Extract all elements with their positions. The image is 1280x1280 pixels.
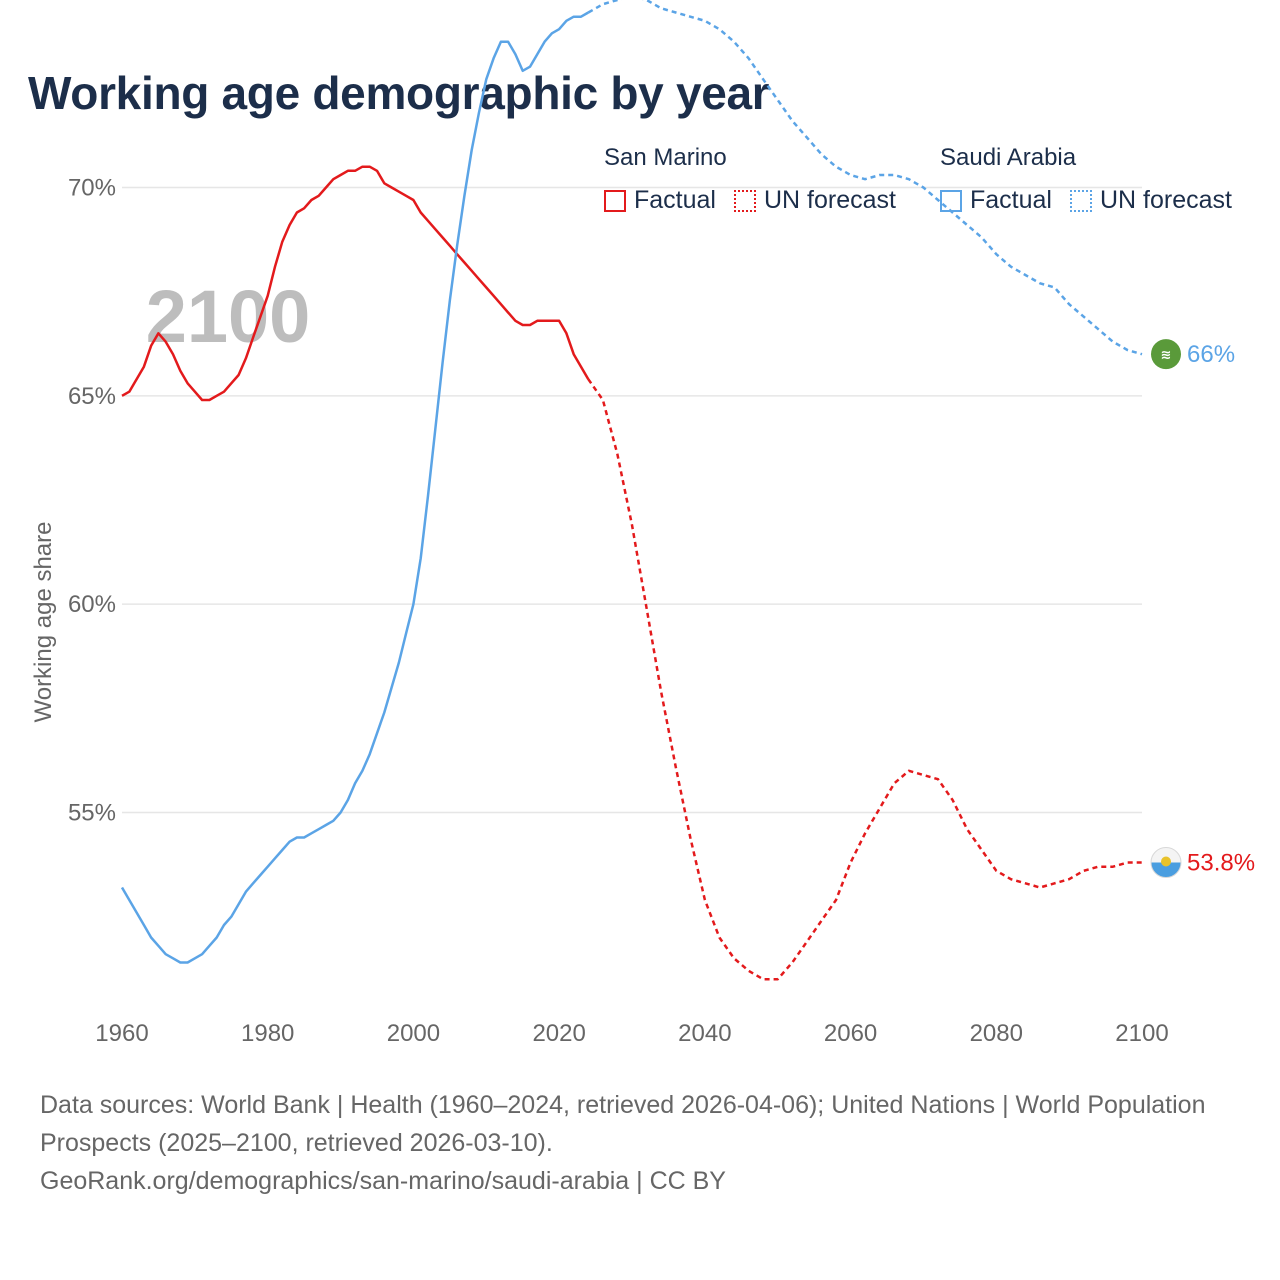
saudi-arabia-end-label: 66%: [1187, 341, 1235, 368]
legend-group-saudi-arabia: Saudi Arabia Factual UN forecast: [940, 144, 1250, 215]
legend-label: Factual: [970, 186, 1052, 214]
year-label: 2100: [146, 275, 311, 358]
y-axis-label: Working age share: [30, 522, 57, 723]
svg-text:≋: ≋: [1161, 348, 1172, 363]
credit-link[interactable]: GeoRank.org/demographics/san-marino/saud…: [40, 1167, 726, 1195]
x-tick-label: 1980: [241, 1020, 294, 1047]
legend-group-name: San Marino: [604, 144, 727, 171]
legend-swatch-solid: [604, 189, 626, 212]
series-lines: [120, 0, 1143, 981]
legend-swatch-dotted: [733, 189, 756, 212]
x-tick-label: 1960: [95, 1020, 148, 1047]
legend-item-saudi-arabia-factual[interactable]: Factual: [940, 186, 1052, 215]
x-tick-label: 2080: [970, 1020, 1023, 1047]
footer: Data sources: World Bank | Health (1960–…: [40, 1086, 1220, 1200]
y-tick-label: 65%: [68, 383, 116, 410]
y-axis-ticks: 55% 60% 65% 70%: [68, 175, 116, 827]
legend-group-name: Saudi Arabia: [940, 144, 1077, 171]
legend-group-san-marino: San Marino Factual UN forecast: [604, 144, 914, 215]
saudi-arabia-factual-line[interactable]: [120, 11, 589, 964]
y-tick-label: 60%: [68, 591, 116, 618]
saudi-arabia-flag-icon: ≋: [1151, 339, 1181, 370]
legend-label: UN forecast: [1099, 186, 1232, 214]
san-marino-flag-icon: [1150, 847, 1182, 878]
san-marino-factual-line[interactable]: [121, 165, 590, 402]
chart-title: Working age demographic by year: [28, 67, 770, 119]
san-marino-forecast-line[interactable]: [587, 378, 1142, 981]
x-tick-label: 2060: [824, 1020, 877, 1047]
legend-label: Factual: [634, 186, 716, 214]
x-tick-label: 2000: [387, 1020, 440, 1047]
end-markers: 53.8% ≋ 66%: [1150, 339, 1255, 878]
saudi-arabia-forecast-line[interactable]: [587, 0, 1143, 356]
grid-lines: [122, 186, 1142, 814]
legend-item-saudi-arabia-forecast[interactable]: UN forecast: [1069, 186, 1232, 215]
y-tick-label: 70%: [68, 175, 116, 202]
legend-item-san-marino-forecast[interactable]: UN forecast: [733, 186, 896, 215]
legend-item-san-marino-factual[interactable]: Factual: [604, 186, 716, 215]
y-tick-label: 55%: [68, 800, 116, 827]
line-chart: 55% 60% 65% 70% 1960 1980 2000 2020 2040 2060 208…: [30, 0, 1255, 1047]
legend-label: UN forecast: [763, 186, 896, 214]
legend-swatch-dotted: [1069, 189, 1092, 212]
x-tick-label: 2020: [532, 1020, 585, 1047]
x-tick-label: 2100: [1115, 1020, 1168, 1047]
x-tick-label: 2040: [678, 1020, 731, 1047]
san-marino-end-label: 53.8%: [1187, 850, 1255, 877]
data-sources: Data sources: World Bank | Health (1960–…: [40, 1091, 1206, 1157]
x-axis-ticks: 1960 1980 2000 2020 2040 2060 2080 2100: [95, 1020, 1168, 1047]
